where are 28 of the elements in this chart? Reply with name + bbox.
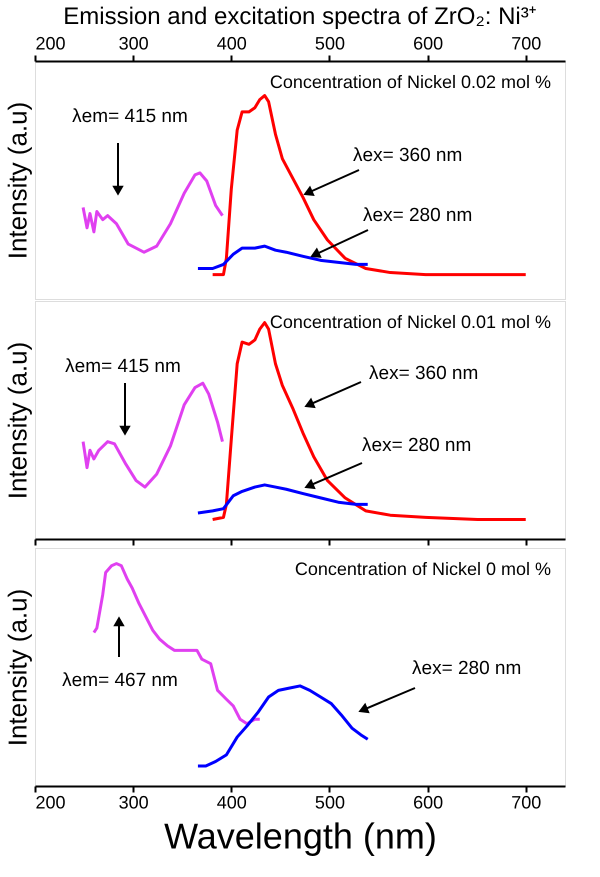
text: Concentration of Nickel 0.02 mol % <box>270 72 551 92</box>
annotation: Concentration of Nickel 0.01 mol % <box>270 312 551 332</box>
x-tick-label: 500 <box>314 792 345 812</box>
x-tick-label: 400 <box>216 792 247 812</box>
x-tick-label: 700 <box>511 792 542 812</box>
x-tick-label: 700 <box>511 34 542 54</box>
annotation: λex= 360 nm <box>353 145 462 166</box>
y-axis-title: Intensity (a.u) <box>2 588 32 746</box>
y-axis-title: Intensity (a.u) <box>2 102 32 260</box>
x-tick-label: 200 <box>36 792 66 812</box>
y-axis-title: Intensity (a.u) <box>2 342 32 500</box>
annotation: λem= 415 nm <box>72 106 188 127</box>
annotation: Concentration of Nickel 0 mol % <box>294 559 551 579</box>
chart-title: Emission and excitation spectra of ZrO₂: Ni³⁺ <box>63 3 537 30</box>
x-tick-label: 300 <box>118 792 149 812</box>
x-tick-label: 500 <box>314 34 345 54</box>
x-tick-label: 600 <box>413 792 444 812</box>
annotation: λem= 415 nm <box>65 356 181 377</box>
annotation: λex= 280 nm <box>412 658 522 679</box>
annotation: λex= 280 nm <box>363 205 472 226</box>
x-tick-label: 300 <box>118 34 149 54</box>
x-tick-label: 200 <box>36 34 66 54</box>
x-tick-label: 600 <box>413 34 444 54</box>
x-tick-label: 400 <box>216 34 247 54</box>
annotation: λem= 467 nm <box>62 670 178 691</box>
x-axis-title: Wavelength (nm) <box>164 816 437 856</box>
annotation: λex= 360 nm <box>369 363 478 384</box>
annotation: λex= 280 nm <box>362 435 472 456</box>
